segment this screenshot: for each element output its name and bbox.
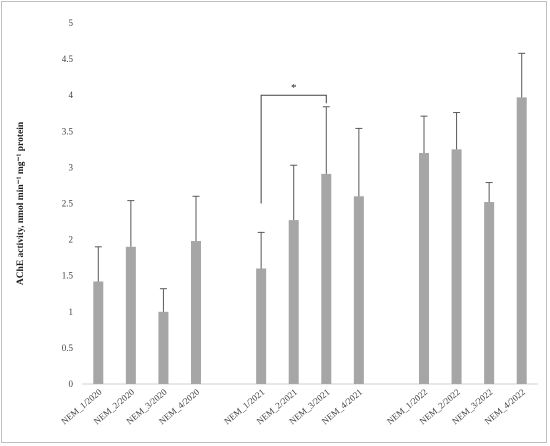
y-tick-label: 1.5: [62, 271, 74, 281]
y-tick-label: 3.5: [62, 126, 74, 136]
bar: [321, 173, 332, 384]
bar: [516, 97, 527, 384]
significance-layer: *: [260, 82, 327, 204]
bar: [125, 246, 136, 384]
bar: [288, 220, 299, 384]
bar: [353, 196, 364, 384]
y-axis-ticks: 0 0.5 1 1.5 2 2.5 3 3.5 4 4.5 5: [62, 18, 74, 389]
error-bars-layer: [94, 52, 526, 312]
significance-marker: *: [291, 82, 297, 94]
y-tick-label: 0.5: [62, 343, 74, 353]
y-tick-label: 0: [69, 379, 74, 389]
y-tick-label: 1: [69, 307, 74, 317]
bar: [451, 149, 462, 384]
y-tick-label: 4.5: [62, 54, 74, 64]
bar: [93, 281, 104, 384]
y-tick-label: 2: [69, 235, 74, 245]
bar: [158, 311, 169, 384]
bar: [419, 152, 429, 384]
bar: [484, 202, 495, 384]
y-axis-title: AChE activity, nmol min⁻¹ mg⁻¹ protein: [16, 121, 26, 285]
bar: [191, 241, 201, 384]
x-axis-tick-labels: NEM_1/2020NEM_2/2020NEM_3/2020NEM_4/2020…: [59, 387, 527, 427]
y-tick-label: 5: [69, 18, 74, 28]
significance-bracket: [260, 94, 327, 204]
bar: [256, 268, 267, 384]
y-tick-label: 4: [69, 90, 74, 100]
y-tick-label: 2.5: [62, 199, 74, 209]
bars-layer: [93, 97, 527, 384]
y-tick-label: 3: [69, 162, 74, 172]
